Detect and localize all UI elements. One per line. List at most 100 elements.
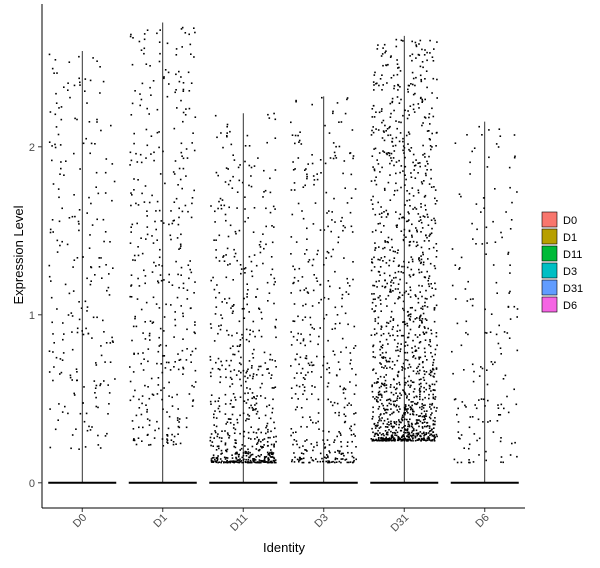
data-point: [266, 425, 268, 427]
data-point: [401, 436, 403, 438]
data-point: [306, 173, 308, 176]
data-point: [229, 179, 232, 182]
data-point: [422, 253, 424, 256]
data-point: [350, 425, 352, 428]
data-point: [148, 334, 151, 337]
data-point: [215, 449, 218, 451]
data-point: [267, 436, 270, 439]
data-point: [290, 387, 293, 389]
data-point: [140, 308, 143, 311]
data-point: [317, 420, 319, 423]
data-point: [178, 207, 180, 210]
data-point: [267, 457, 270, 459]
legend-key-d11: [541, 245, 558, 262]
data-point: [401, 366, 403, 368]
data-point: [138, 398, 140, 401]
data-point: [374, 213, 377, 216]
data-point: [211, 367, 214, 370]
data-point: [384, 430, 387, 432]
data-point: [257, 449, 260, 452]
data-point: [355, 446, 357, 448]
data-point: [407, 315, 409, 317]
data-point: [274, 326, 277, 329]
data-point: [397, 375, 399, 378]
data-point: [254, 404, 256, 406]
data-point: [380, 310, 382, 312]
data-point: [432, 294, 435, 297]
data-point: [157, 350, 160, 353]
data-point: [78, 55, 80, 58]
data-point: [223, 260, 226, 262]
data-point: [414, 357, 417, 360]
data-point: [380, 413, 382, 415]
data-point: [274, 118, 277, 121]
data-point: [229, 418, 232, 420]
data-point: [244, 445, 246, 447]
data-point: [396, 397, 399, 400]
data-point: [148, 419, 151, 422]
data-point: [383, 407, 385, 410]
data-point: [421, 318, 424, 320]
data-point: [393, 422, 396, 424]
data-point: [188, 393, 191, 395]
data-point: [408, 261, 410, 264]
data-point: [338, 145, 341, 148]
data-point: [385, 50, 387, 52]
data-point: [316, 173, 318, 175]
data-point: [397, 439, 400, 442]
data-point: [130, 114, 133, 116]
data-point: [404, 341, 407, 343]
data-point: [387, 152, 390, 154]
data-point: [247, 368, 249, 371]
data-point: [250, 270, 253, 273]
data-point: [216, 458, 219, 461]
data-point: [209, 359, 212, 361]
data-point: [433, 265, 436, 267]
data-point: [224, 368, 227, 370]
data-point: [175, 197, 178, 200]
data-point: [271, 456, 274, 458]
data-point: [432, 423, 435, 425]
data-point: [54, 428, 57, 431]
data-point: [399, 392, 401, 395]
data-point: [265, 225, 267, 228]
data-point: [295, 100, 297, 103]
data-point: [322, 460, 324, 463]
data-point: [334, 154, 337, 157]
data-point: [431, 227, 433, 230]
data-point: [161, 265, 163, 267]
data-point: [378, 271, 381, 273]
data-point: [86, 429, 89, 432]
data-point: [229, 130, 231, 133]
data-point: [416, 432, 419, 435]
data-point: [372, 166, 374, 168]
data-point: [163, 330, 165, 332]
data-point: [408, 219, 410, 221]
data-point: [389, 399, 392, 402]
data-point: [383, 438, 386, 440]
data-point: [421, 98, 423, 101]
data-point: [382, 439, 384, 441]
data-point: [234, 399, 237, 401]
data-point: [75, 428, 77, 430]
data-point: [431, 371, 433, 373]
data-point: [163, 387, 165, 389]
data-point: [173, 366, 175, 368]
data-point: [140, 362, 142, 365]
data-point: [419, 398, 421, 401]
data-point: [411, 404, 413, 407]
data-point: [422, 419, 425, 421]
data-point: [416, 230, 418, 233]
data-point: [411, 438, 414, 440]
data-point: [135, 202, 137, 205]
data-point: [313, 446, 315, 448]
data-point: [248, 418, 250, 420]
data-point: [338, 121, 340, 123]
data-point: [261, 317, 263, 320]
data-point: [260, 454, 262, 456]
data-point: [436, 407, 438, 409]
data-point: [194, 347, 197, 350]
data-point: [311, 385, 313, 387]
data-point: [386, 432, 388, 434]
data-point: [69, 96, 71, 99]
